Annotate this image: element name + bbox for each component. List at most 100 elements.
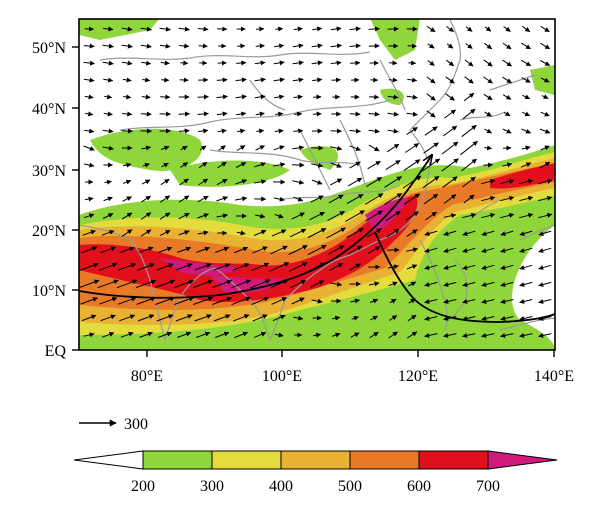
- wind-vector-arrow: [198, 178, 209, 186]
- wind-vector-arrow: [215, 331, 230, 338]
- streamline-recurving: [374, 231, 555, 323]
- wind-vector-arrow: [98, 262, 118, 271]
- wind-vector-arrow: [140, 111, 152, 117]
- wind-vector-arrow: [406, 331, 418, 339]
- wind-vector-arrow: [519, 316, 533, 321]
- wind-vector-arrow: [293, 94, 303, 100]
- colorbar-label-400: 400: [269, 478, 293, 495]
- wind-vector-arrow: [216, 196, 229, 202]
- wind-vector-arrow: [197, 94, 209, 100]
- wind-vector-arrow: [424, 316, 438, 321]
- wind-vector-arrow: [427, 60, 435, 66]
- wind-vector-arrow: [442, 176, 458, 188]
- wind-vector-arrow: [481, 332, 495, 338]
- wind-vector-arrow: [212, 279, 232, 288]
- wind-vector-arrow: [330, 43, 342, 49]
- wind-vector-arrow: [291, 212, 305, 220]
- wind-vector-arrow: [159, 26, 171, 32]
- wind-vector-arrow: [481, 316, 495, 321]
- wind-vector-arrow: [180, 162, 189, 168]
- wind-vector-arrow: [463, 92, 475, 102]
- wind-vector-arrow: [423, 193, 439, 205]
- wind-vector-arrow: [141, 60, 152, 66]
- wind-vector-arrow: [254, 332, 267, 338]
- wind-vector-arrow: [331, 332, 341, 338]
- wind-vector-arrow: [313, 332, 322, 338]
- axis-ticks: [72, 46, 555, 357]
- wind-vector-arrow: [424, 332, 438, 338]
- wind-vector-arrow: [540, 60, 551, 66]
- wind-vector-arrow: [500, 299, 514, 304]
- wind-vector-arrow: [217, 128, 227, 134]
- wind-vector-arrow: [193, 279, 213, 288]
- reference-vector: 300: [79, 416, 148, 433]
- wind-vector-arrow: [309, 211, 325, 221]
- wind-vector-arrow: [424, 299, 438, 304]
- wind-vector-arrow: [197, 230, 209, 236]
- wind-vector-arrow: [292, 60, 304, 66]
- wind-vector-arrow: [406, 264, 418, 270]
- wind-vector-arrow: [540, 42, 551, 50]
- wind-vector-arrow: [161, 162, 169, 168]
- streamlines: [79, 155, 555, 323]
- wind-vector-arrow: [274, 94, 285, 100]
- streamline-southwest-monsoon: [79, 155, 432, 299]
- wind-vector-arrow: [331, 77, 341, 83]
- wind-vector-arrow: [407, 43, 417, 49]
- wind-vector-arrow: [483, 59, 493, 67]
- wind-vector-arrow: [441, 158, 459, 172]
- wind-vector-arrow: [462, 212, 477, 219]
- wind-vector-arrow: [330, 26, 342, 32]
- wind-vector-arrow: [159, 212, 171, 220]
- wind-vector-arrow: [330, 145, 343, 151]
- wind-vector-arrow: [197, 213, 209, 219]
- wind-vector-arrow: [273, 77, 285, 83]
- wind-vector-arrow: [118, 263, 137, 271]
- wind-vector-arrow: [122, 77, 132, 83]
- wind-vector-arrow: [330, 60, 342, 66]
- wind-vector-arrow: [481, 230, 495, 236]
- wind-vector-arrow: [462, 332, 476, 338]
- wind-vector-arrow: [254, 60, 266, 66]
- lat-label-50n: 50°N: [32, 40, 66, 57]
- wind-vector-arrow: [102, 145, 114, 151]
- wind-vector-arrow: [349, 43, 361, 49]
- wind-vector-arrow: [465, 26, 473, 32]
- wind-vector-arrow: [80, 297, 98, 305]
- wind-vector-arrow: [251, 296, 270, 306]
- wind-vector-arrow: [137, 314, 155, 322]
- wind-vector-arrow: [311, 60, 323, 66]
- wind-vector-arrow: [519, 230, 533, 236]
- wind-vector-arrow: [367, 246, 381, 254]
- wind-vector-arrow: [178, 128, 190, 134]
- wind-vector-arrow: [540, 111, 550, 117]
- wind-vector-arrow: [121, 43, 133, 49]
- wind-vector-arrow: [235, 162, 247, 168]
- colorbar-segment-500-600: [349, 450, 420, 470]
- wind-vector-arrow: [311, 43, 323, 49]
- wind-vector-arrow: [403, 159, 421, 171]
- wind-vector-arrow: [310, 280, 325, 288]
- wind-vector-arrow: [370, 315, 379, 321]
- wind-vector-arrow: [83, 77, 95, 83]
- wind-vector-arrow: [368, 281, 380, 287]
- wind-vector-arrow: [103, 26, 114, 32]
- wind-vector-arrow: [121, 229, 133, 237]
- wind-vector-arrow: [235, 196, 248, 202]
- wind-vector-arrow: [310, 195, 324, 203]
- wind-vector-arrow: [426, 93, 436, 101]
- wind-vector-arrow: [500, 332, 514, 338]
- wind-vector-arrow: [500, 316, 514, 321]
- wind-vector-arrow: [462, 264, 476, 270]
- wind-vector-arrow: [441, 141, 459, 155]
- wind-vector-arrow: [388, 331, 398, 339]
- wind-vector-arrow: [117, 296, 137, 305]
- wind-vector-arrow: [215, 246, 230, 253]
- wind-vector-arrow: [406, 94, 418, 100]
- colorbar: 200 300 400 500 600 700: [73, 450, 558, 495]
- wind-vector-arrow: [389, 298, 397, 304]
- wind-vector-arrow: [140, 26, 152, 32]
- wind-vector-arrow: [407, 314, 417, 322]
- wind-vector-arrow: [385, 210, 401, 222]
- wind-vector-arrow: [156, 314, 174, 322]
